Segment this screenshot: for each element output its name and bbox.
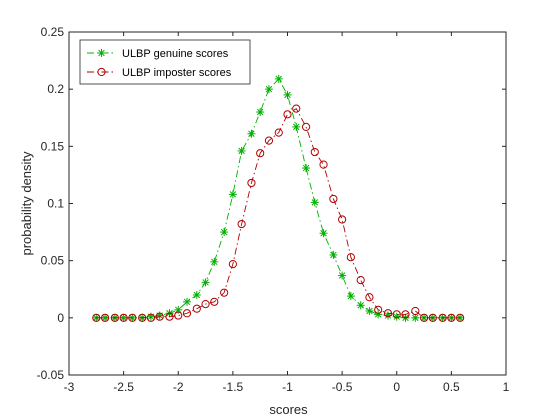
legend-entry-imposter: ULBP imposter scores bbox=[87, 67, 232, 79]
y-axis-title: probability density bbox=[19, 151, 34, 256]
x-tick-label: 0.5 bbox=[443, 380, 460, 394]
data-point-genuine bbox=[228, 190, 237, 199]
data-point-imposter bbox=[165, 312, 174, 321]
data-point-genuine bbox=[329, 250, 338, 259]
data-point-genuine bbox=[346, 292, 355, 301]
x-axis-title: scores bbox=[269, 402, 308, 417]
data-point-imposter bbox=[100, 313, 110, 322]
legend-marker bbox=[97, 49, 106, 57]
x-tick-label: -3 bbox=[64, 380, 75, 394]
data-point-imposter bbox=[192, 304, 201, 313]
data-point-genuine bbox=[182, 297, 191, 306]
data-point-imposter bbox=[319, 160, 328, 169]
axes-layer: -3 -2.5 -2 -1.5 -1 -0.5 0 0.5 1 -0.05 0 0.05 0.1 0.15… bbox=[37, 25, 510, 394]
data-point-imposter bbox=[155, 312, 164, 321]
data-point-genuine bbox=[174, 305, 183, 314]
data-point-imposter bbox=[92, 313, 101, 322]
data-point-genuine bbox=[310, 198, 319, 207]
data-point-genuine bbox=[247, 129, 256, 138]
data-point-imposter bbox=[374, 305, 383, 314]
x-tick-label: 0 bbox=[393, 380, 400, 394]
x-tick-label: -0.5 bbox=[332, 380, 353, 394]
data-point-imposter bbox=[220, 288, 229, 297]
data-point-imposter bbox=[228, 259, 237, 269]
series-imposter bbox=[92, 104, 465, 322]
data-point-imposter bbox=[210, 297, 219, 306]
y-tick-label: 0.25 bbox=[41, 25, 65, 39]
y-tick-label: 0.15 bbox=[41, 139, 65, 153]
y-tick-label: 0.1 bbox=[47, 197, 64, 211]
data-point-imposter bbox=[174, 311, 183, 320]
legend-label: ULBP imposter scores bbox=[122, 67, 232, 79]
legend: ULBP genuine scores ULBP imposter scores bbox=[79, 39, 251, 85]
data-point-imposter bbox=[292, 104, 301, 113]
data-point-imposter bbox=[201, 300, 210, 309]
series-layer bbox=[92, 74, 465, 322]
data-point-imposter bbox=[329, 194, 338, 204]
data-point-genuine bbox=[256, 108, 265, 117]
data-point-genuine bbox=[192, 290, 201, 299]
data-point-genuine bbox=[356, 301, 365, 310]
data-point-imposter bbox=[274, 128, 283, 137]
data-point-genuine bbox=[101, 313, 110, 322]
legend-label: ULBP genuine scores bbox=[122, 48, 229, 60]
data-point-imposter bbox=[365, 293, 374, 302]
y-tick-label: 0.2 bbox=[47, 82, 64, 96]
data-point-genuine bbox=[319, 229, 328, 238]
data-point-imposter bbox=[182, 309, 192, 318]
data-point-imposter bbox=[128, 313, 137, 322]
data-point-imposter bbox=[264, 136, 274, 145]
data-point-imposter bbox=[401, 310, 410, 319]
legend-marker bbox=[97, 67, 106, 77]
data-point-imposter bbox=[419, 313, 429, 322]
data-point-imposter bbox=[392, 310, 401, 319]
data-point-genuine bbox=[264, 85, 273, 94]
data-point-genuine bbox=[210, 257, 219, 266]
data-point-imposter bbox=[411, 306, 420, 316]
series-line-imposter bbox=[96, 107, 461, 319]
data-point-imposter bbox=[338, 215, 347, 224]
data-point-imposter bbox=[428, 313, 437, 322]
data-point-genuine bbox=[237, 146, 246, 155]
data-point-imposter bbox=[283, 110, 292, 119]
data-point-imposter bbox=[383, 309, 393, 318]
data-point-imposter bbox=[247, 178, 256, 188]
data-point-genuine bbox=[365, 306, 374, 315]
x-tick-label: 1 bbox=[503, 380, 510, 394]
data-point-imposter bbox=[237, 219, 246, 229]
y-tick-label: 0 bbox=[57, 311, 64, 325]
x-tick-label: -2.5 bbox=[113, 380, 134, 394]
data-point-genuine bbox=[220, 228, 229, 237]
data-point-genuine bbox=[292, 122, 301, 131]
data-point-imposter bbox=[438, 313, 447, 322]
x-tick-label: -1.5 bbox=[223, 380, 244, 394]
data-point-imposter bbox=[138, 313, 147, 322]
y-tick-label: -0.05 bbox=[37, 368, 65, 382]
data-point-genuine bbox=[201, 278, 210, 287]
data-point-imposter bbox=[346, 253, 355, 262]
data-point-imposter bbox=[456, 313, 465, 322]
data-point-genuine bbox=[338, 271, 347, 280]
data-point-genuine bbox=[283, 90, 292, 99]
data-point-imposter bbox=[301, 122, 311, 131]
data-point-genuine bbox=[302, 164, 311, 173]
x-tick-label: -2 bbox=[173, 380, 184, 394]
legend-box bbox=[79, 39, 251, 85]
data-point-imposter bbox=[356, 276, 365, 285]
data-point-genuine bbox=[274, 74, 283, 83]
data-point-imposter bbox=[256, 149, 265, 158]
x-tick-label: -1 bbox=[282, 380, 293, 394]
data-point-imposter bbox=[447, 313, 456, 322]
data-point-imposter bbox=[119, 313, 128, 322]
data-point-imposter bbox=[110, 313, 119, 322]
y-tick-label: 0.05 bbox=[41, 254, 65, 268]
data-point-imposter bbox=[310, 147, 319, 157]
legend-entry-genuine: ULBP genuine scores bbox=[87, 48, 229, 60]
data-point-imposter bbox=[146, 313, 156, 322]
data-point-genuine bbox=[411, 313, 420, 322]
